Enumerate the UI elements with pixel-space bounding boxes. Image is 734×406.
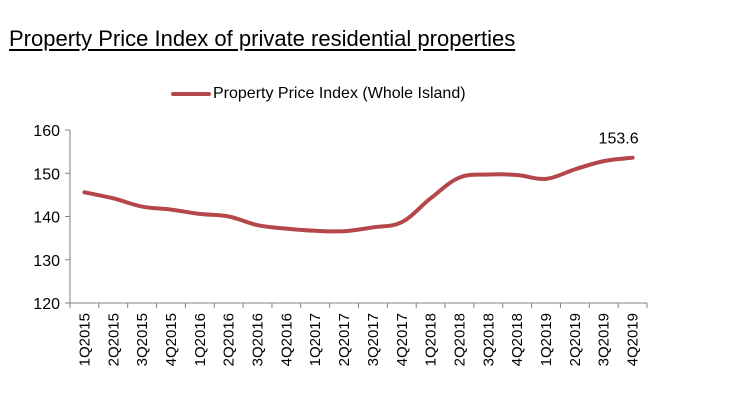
y-axis: 120 130 140 150 160 (33, 123, 71, 313)
x-tick-label: 3Q2017 (365, 313, 382, 366)
x-tick-label: 1Q2019 (538, 313, 555, 366)
y-tick-label: 160 (33, 123, 60, 140)
x-tick-label: 1Q2016 (192, 313, 209, 366)
data-label: 153.6 (599, 131, 639, 148)
x-tick-label: 4Q2017 (394, 313, 411, 366)
label-layer: 153.6 (599, 131, 639, 148)
x-tick-label: 4Q2018 (509, 313, 526, 366)
legend-swatch (171, 92, 211, 96)
x-tick-label: 2Q2019 (567, 313, 584, 366)
x-tick-label: 1Q2015 (76, 313, 93, 366)
x-tick-label: 1Q2018 (423, 313, 440, 366)
x-tick-label: 3Q2015 (134, 313, 151, 366)
x-tick-label: 2Q2017 (336, 313, 353, 366)
x-tick-label: 4Q2015 (163, 313, 180, 366)
y-tick-label: 120 (33, 296, 60, 313)
x-axis: 1Q2015 2Q2015 3Q2015 4Q2015 1Q2016 2Q2016 3Q20… (69, 302, 648, 366)
x-tick-label: 2Q2015 (105, 313, 122, 366)
y-tick-label: 150 (33, 166, 60, 183)
x-tick-label: 2Q2018 (451, 313, 468, 366)
x-tick-label: 4Q2016 (278, 313, 295, 366)
x-tick-label: 4Q2019 (625, 313, 642, 366)
legend: Property Price Index (Whole Island) (171, 84, 466, 104)
y-tick-label: 140 (33, 210, 60, 227)
y-tick-label: 130 (33, 253, 60, 270)
x-tick-label: 3Q2018 (480, 313, 497, 366)
x-tick-label: 3Q2016 (250, 313, 267, 366)
series-line (82, 155, 635, 234)
legend-label: Property Price Index (Whole Island) (213, 85, 466, 102)
series-layer (82, 155, 635, 234)
x-tick-label: 2Q2016 (221, 313, 238, 366)
chart-title: Property Price Index of private resident… (9, 26, 516, 51)
x-tick-label: 1Q2017 (307, 313, 324, 366)
x-tick-label: 3Q2019 (596, 313, 613, 366)
